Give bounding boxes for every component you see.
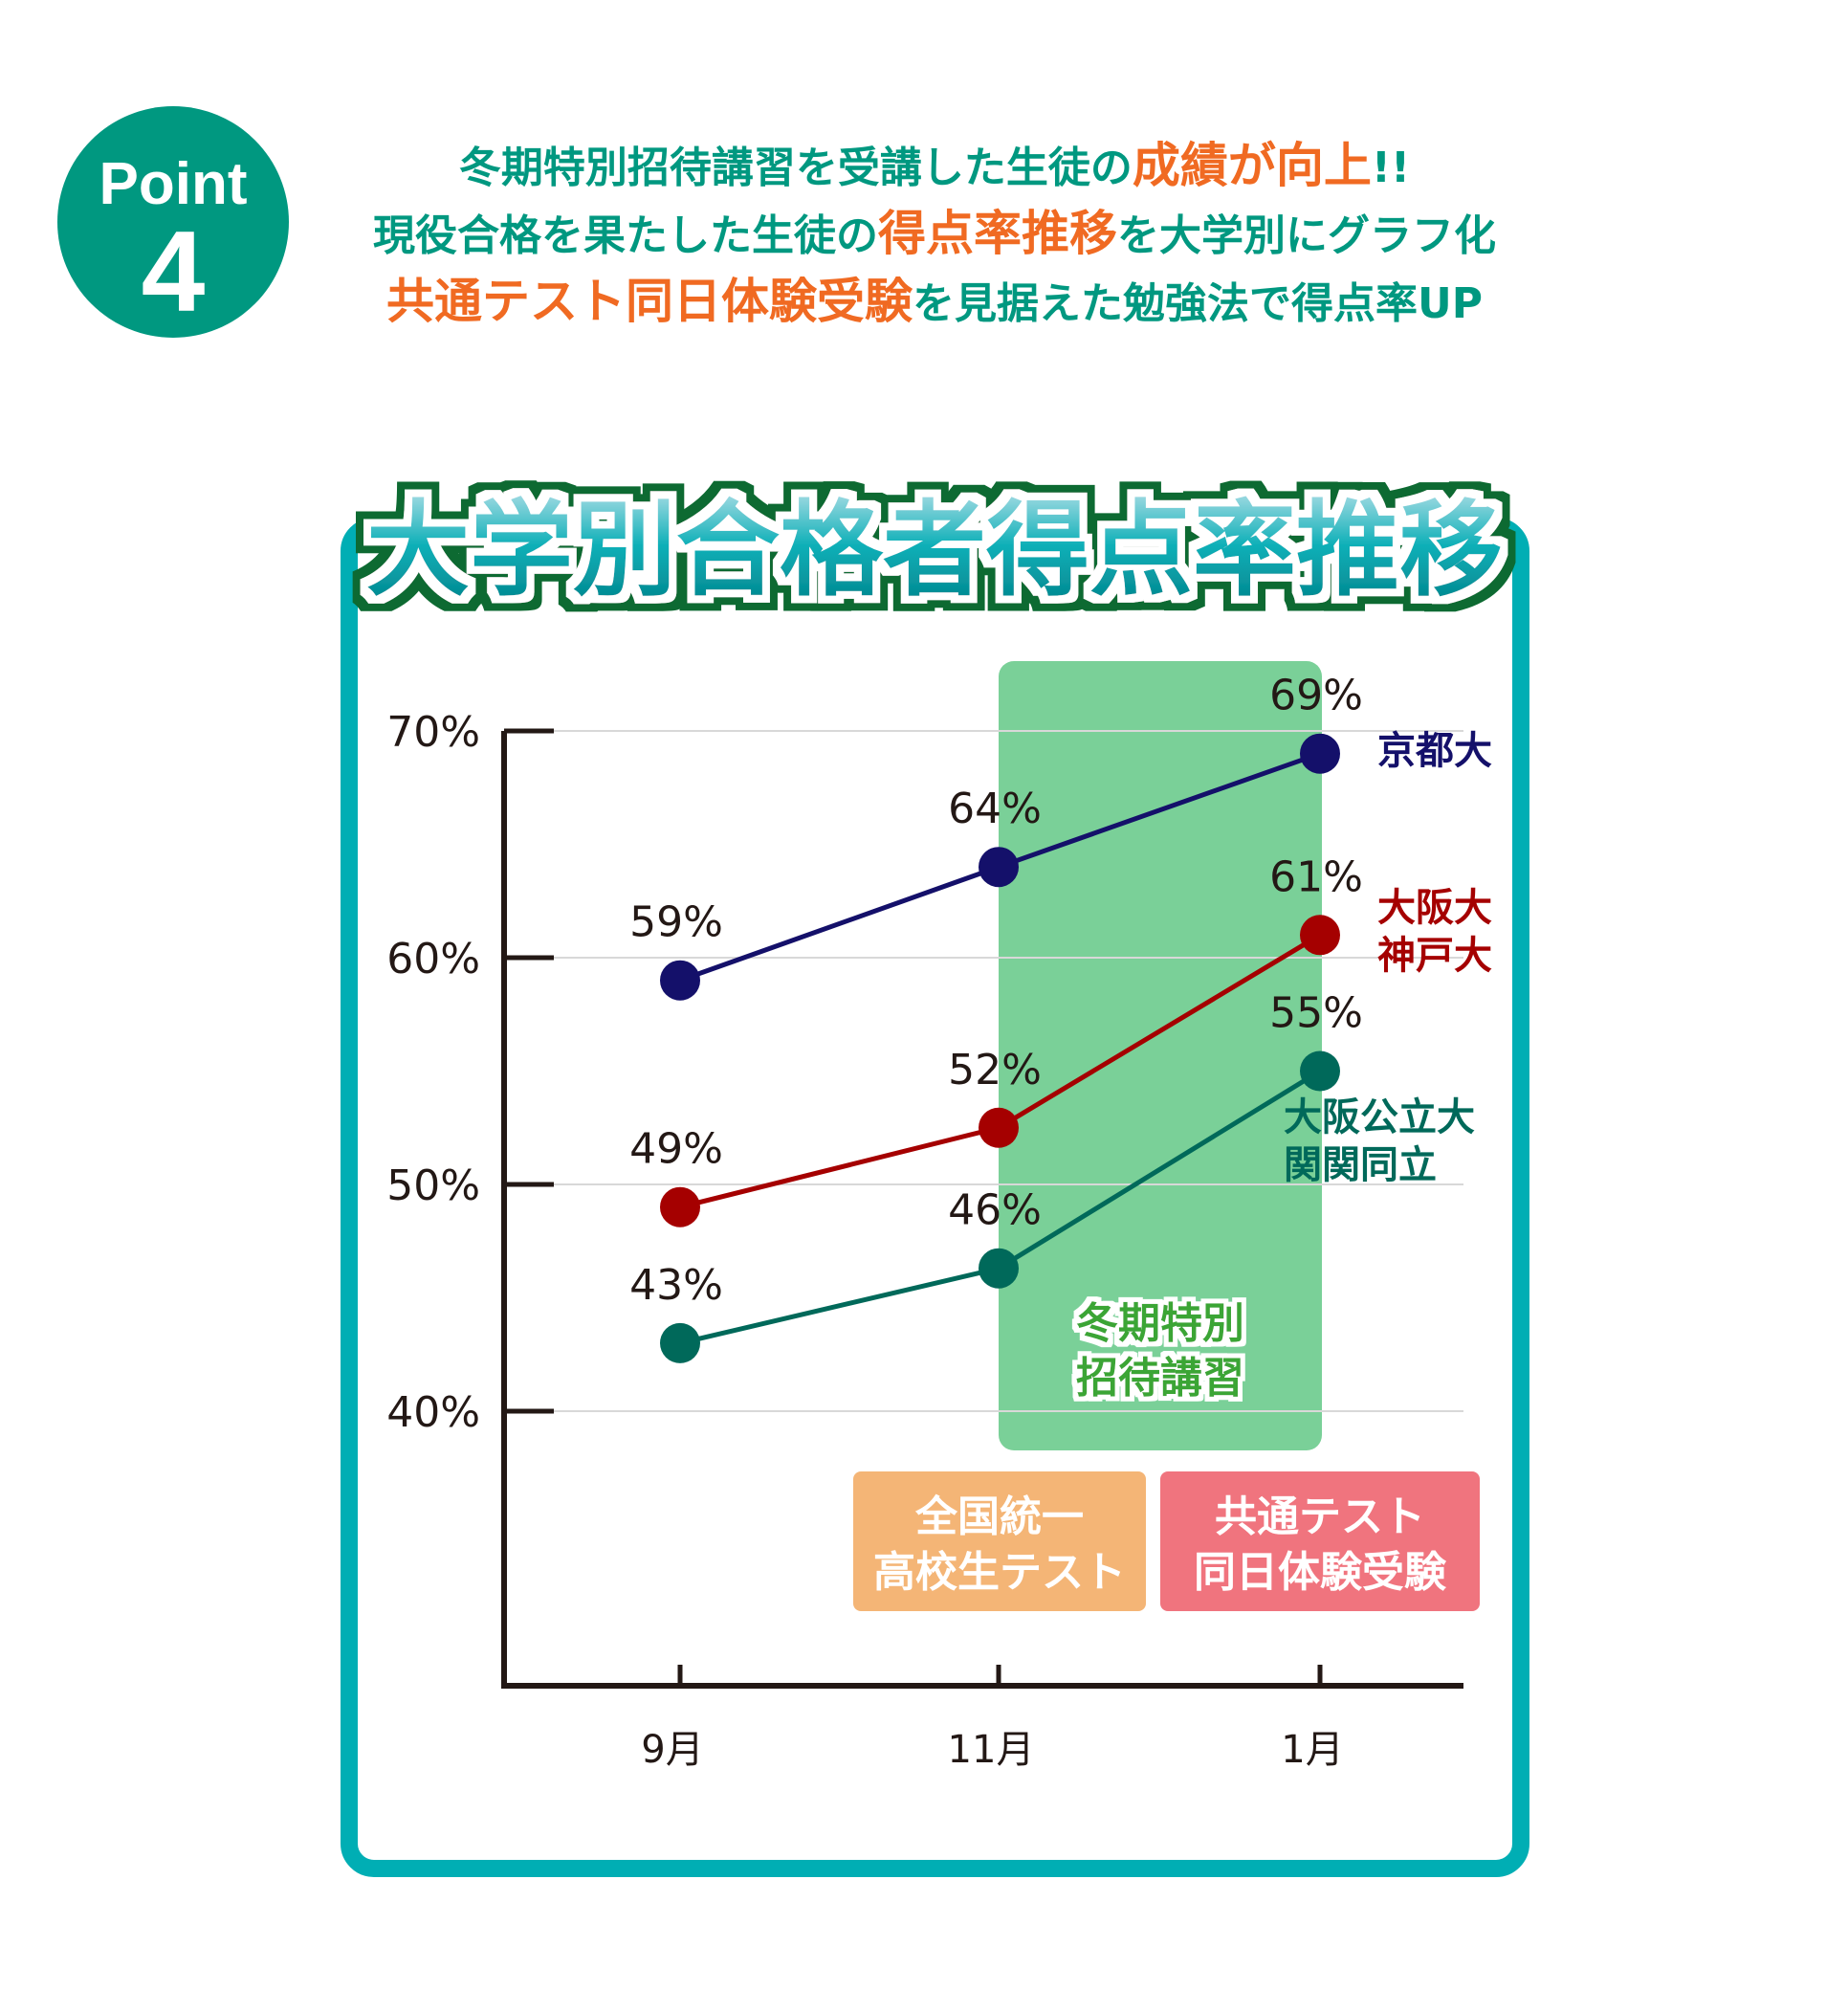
series-name-label: 大阪大 — [1377, 886, 1492, 930]
data-label: 64% — [948, 785, 1042, 833]
data-point — [979, 847, 1019, 888]
event-box-bg — [853, 1471, 1146, 1611]
badge-word: Point — [99, 151, 248, 217]
data-label: 46% — [948, 1186, 1042, 1235]
series-name-label: 大阪公立大 — [1284, 1095, 1475, 1139]
chart-frame — [341, 518, 1529, 1877]
header-line-1: 冬期特別招待講習を受講した生徒の成績が向上!! — [459, 138, 1410, 193]
event-box-common-test: 共通テスト 同日体験受験 — [1160, 1471, 1480, 1611]
header-line-3: 共通テスト同日体験受験を見据えた勉強法で得点率UP — [386, 274, 1483, 329]
data-point — [979, 1107, 1019, 1148]
data-point — [1300, 733, 1340, 774]
header-emphasis: 得点率推移 — [878, 206, 1117, 261]
x-tick-label: 1月 — [1281, 1728, 1343, 1772]
y-tick-label: 70% — [386, 708, 480, 757]
data-label: 61% — [1269, 852, 1363, 901]
highlight-label-line-2: 招待講習 — [1076, 1354, 1244, 1403]
data-point — [660, 1186, 700, 1227]
data-label: 49% — [629, 1125, 723, 1174]
x-tick-label: 9月 — [641, 1728, 703, 1772]
y-tick-label: 50% — [386, 1161, 480, 1210]
series-1: 59% 64% 69% 京都大 — [629, 672, 1492, 1001]
highlight-label-line-1: 冬期特別 — [1076, 1299, 1244, 1348]
x-tick-label: 11月 — [948, 1728, 1035, 1772]
series-name-label: 京都大 — [1377, 729, 1492, 773]
data-label: 43% — [629, 1261, 723, 1310]
header-emphasis: 成績が向上 — [1133, 138, 1372, 193]
chart-title: 大学別合格者得点率推移 — [366, 491, 1503, 610]
series-name-label: 関関同立 — [1284, 1143, 1437, 1187]
header-text: !! — [1372, 144, 1410, 192]
header-text: を見据えた勉強法で得点率UP — [913, 279, 1483, 328]
y-tick-label: 60% — [386, 935, 480, 984]
badge-number: 4 — [142, 208, 206, 336]
data-label: 59% — [629, 898, 723, 947]
event-box-national-test: 全国統一 高校生テスト — [853, 1471, 1146, 1611]
header-text: を大学別にグラフ化 — [1117, 211, 1496, 260]
point-badge: Point 4 — [57, 106, 289, 338]
highlight-label: 冬期特別 招待講習 — [1076, 1299, 1244, 1403]
data-label: 69% — [1269, 672, 1363, 720]
series-name-label: 神戸大 — [1377, 934, 1492, 978]
data-point — [1300, 1050, 1340, 1092]
y-tick-label: 40% — [386, 1388, 480, 1437]
data-label: 55% — [1269, 989, 1363, 1038]
header-line-2: 現役合格を果たした生徒の得点率推移を大学別にグラフ化 — [373, 206, 1496, 261]
header-text: 冬期特別招待講習を受講した生徒の — [459, 144, 1133, 192]
data-point — [979, 1248, 1019, 1289]
event-box-line-2: 高校生テスト — [873, 1548, 1126, 1597]
header: 冬期特別招待講習を受講した生徒の成績が向上!! 現役合格を果たした生徒の得点率推… — [373, 138, 1496, 329]
data-point — [660, 1322, 700, 1363]
data-point — [1300, 915, 1340, 956]
data-label: 52% — [948, 1046, 1042, 1094]
event-box-line-1: 全国統一 — [914, 1492, 1084, 1541]
winter-course-highlight — [999, 661, 1322, 1450]
gridlines — [504, 730, 1463, 1412]
event-box-bg — [1160, 1471, 1480, 1611]
axes: 40% 50% 60% 70% 9月 11月 1月 — [386, 708, 1463, 1772]
header-text: 現役合格を果たした生徒の — [373, 211, 878, 260]
event-box-line-2: 同日体験受験 — [1194, 1548, 1447, 1597]
data-point — [660, 960, 700, 1001]
header-emphasis: 共通テスト同日体験受験 — [386, 274, 913, 329]
event-box-line-1: 共通テスト — [1215, 1492, 1425, 1541]
badge-circle — [57, 106, 289, 338]
